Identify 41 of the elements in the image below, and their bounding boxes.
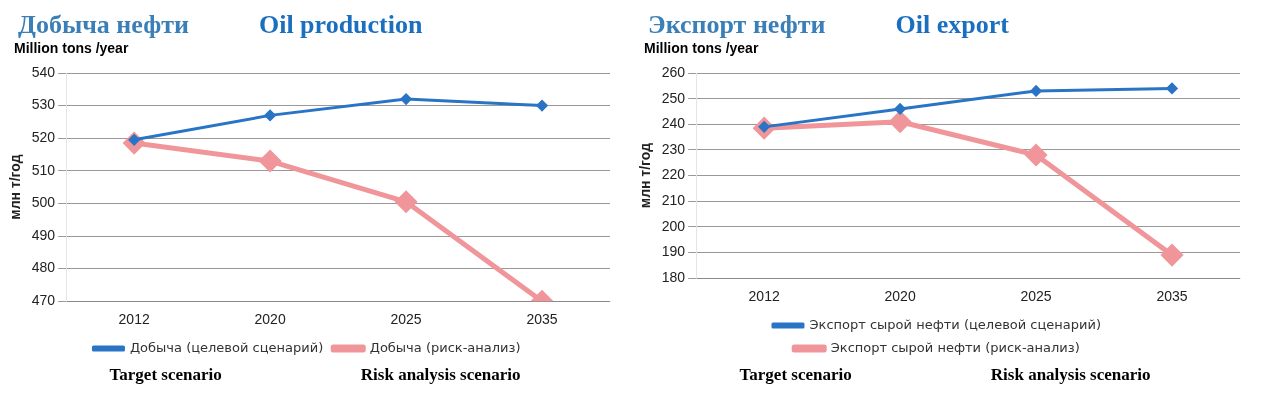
y-tick-label: 240 bbox=[661, 115, 686, 132]
y-tick-label: 510 bbox=[31, 161, 56, 178]
chart-subtitle: Oil production bbox=[258, 10, 423, 40]
y-tick-label: 190 bbox=[661, 243, 686, 260]
y-tick-label: 520 bbox=[31, 129, 56, 146]
y-tick-label: 260 bbox=[661, 63, 686, 80]
chart-subtitle: Oil export bbox=[895, 10, 1009, 40]
y-tick-label: 210 bbox=[661, 192, 686, 209]
y-tick-label: 470 bbox=[31, 292, 56, 309]
y-tick-label: 230 bbox=[661, 140, 686, 157]
y-tick-label: 540 bbox=[31, 63, 56, 80]
x-tick-label: 2012 bbox=[118, 311, 150, 328]
y-tick-label: 490 bbox=[31, 226, 56, 243]
x-tick-label: 2020 bbox=[254, 311, 286, 328]
x-tick-label: 2020 bbox=[884, 288, 916, 305]
y-tick-label: 500 bbox=[31, 194, 56, 211]
y-tick-label: 530 bbox=[31, 96, 56, 113]
text: Risk analysis scenario bbox=[360, 365, 521, 385]
chart-title: Экспорт нефти bbox=[648, 10, 826, 40]
text: Million tons /year bbox=[643, 40, 760, 58]
text: Risk analysis scenario bbox=[990, 365, 1151, 385]
y-axis-title: млн т/год bbox=[7, 154, 24, 220]
legend-label: Добыча (риск-анализ) bbox=[369, 339, 521, 355]
x-tick-label: 2035 bbox=[1156, 288, 1188, 305]
y-tick-label: 180 bbox=[661, 269, 686, 286]
x-tick-label: 2012 bbox=[748, 288, 780, 305]
y-tick-label: 250 bbox=[661, 89, 686, 106]
text: Million tons /year bbox=[13, 40, 130, 58]
y-tick-label: 200 bbox=[661, 217, 686, 234]
text: Target scenario bbox=[739, 365, 852, 385]
y-axis-title: млн т/год bbox=[637, 142, 654, 209]
x-tick-label: 2025 bbox=[1020, 288, 1052, 305]
x-tick-label: 2025 bbox=[390, 311, 422, 328]
legend-label: Добыча (целевой сценарий) bbox=[129, 339, 324, 355]
y-tick-label: 220 bbox=[661, 166, 686, 183]
legend-label: Экспорт сырой нефти (целевой сценарий) bbox=[809, 316, 1102, 332]
text: Target scenario bbox=[109, 365, 222, 385]
chart-title: Добыча нефти bbox=[18, 10, 189, 40]
x-tick-label: 2035 bbox=[526, 311, 558, 328]
y-tick-label: 480 bbox=[31, 259, 56, 276]
legend-label: Экспорт сырой нефти (риск-анализ) bbox=[830, 339, 1080, 355]
